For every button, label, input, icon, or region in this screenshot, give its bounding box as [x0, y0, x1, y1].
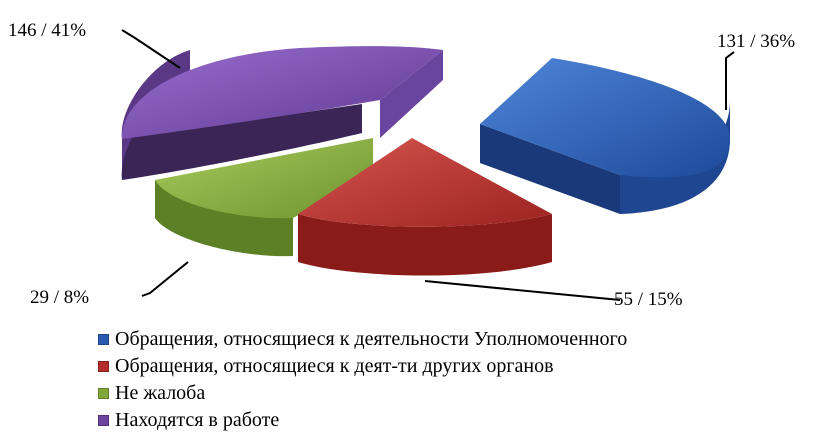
legend-label: Находятся в работе: [115, 409, 280, 431]
legend-swatch-purple: [98, 415, 109, 426]
legend-label: Не жалоба: [115, 382, 206, 404]
slice-green: [155, 138, 373, 257]
legend-item: Обращения, относящиеся к деятельности Уп…: [98, 326, 798, 353]
slice-blue: [480, 58, 730, 214]
legend-item: Обращения, относящиеся к деят-ти других …: [98, 353, 798, 380]
legend-item: Находятся в работе: [98, 407, 798, 434]
legend-label: Обращения, относящиеся к деятельности Уп…: [115, 328, 628, 350]
data-label-blue: 131 / 36%: [717, 31, 795, 52]
leader-line-purple: [121, 29, 181, 69]
leader-line-blue: [725, 51, 735, 110]
leader-line-red: [424, 280, 621, 301]
legend-swatch-red: [98, 361, 109, 372]
legend-swatch-blue: [98, 334, 109, 345]
slice-purple: [121, 46, 443, 180]
legend: Обращения, относящиеся к деятельности Уп…: [98, 326, 798, 434]
data-label-green: 29 / 8%: [30, 287, 89, 308]
legend-item: Не жалоба: [98, 380, 798, 407]
legend-label: Обращения, относящиеся к деят-ти других …: [115, 355, 554, 377]
data-label-purple: 146 / 41%: [8, 20, 86, 41]
data-label-red: 55 / 15%: [614, 289, 683, 310]
leader-line-green: [141, 261, 189, 297]
slice-red: [298, 138, 552, 276]
legend-swatch-green: [98, 388, 109, 399]
